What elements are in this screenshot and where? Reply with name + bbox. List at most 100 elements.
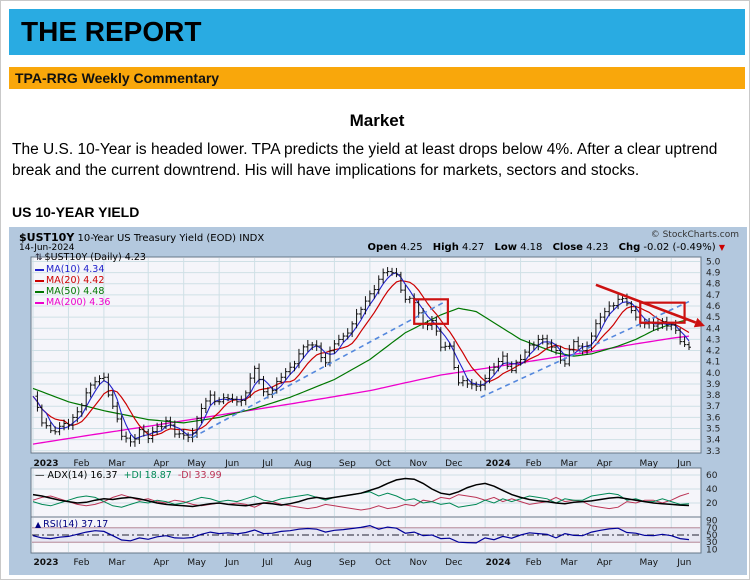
adx-legend-part: — ADX(14) 16.37 bbox=[35, 470, 118, 481]
commentary-banner: TPA-RRG Weekly Commentary bbox=[9, 67, 745, 89]
svg-text:30: 30 bbox=[706, 538, 718, 548]
adx-legend-part: +DI 18.87 bbox=[123, 470, 172, 481]
svg-text:4.3: 4.3 bbox=[706, 335, 720, 345]
ma10-line bbox=[32, 272, 690, 440]
svg-text:Sep: Sep bbox=[339, 459, 356, 469]
legend-item: MA(200) 4.36 bbox=[35, 297, 146, 308]
ohlc-bars bbox=[35, 267, 691, 447]
legend-swatch bbox=[35, 301, 44, 304]
svg-text:May: May bbox=[187, 558, 206, 568]
chart-section-label: US 10-YEAR YIELD bbox=[12, 204, 140, 220]
legend-label: MA(10) 4.34 bbox=[46, 264, 105, 275]
svg-text:Aug: Aug bbox=[294, 558, 312, 568]
legend-item: ⇅ $UST10Y (Daily) 4.23 bbox=[35, 252, 146, 264]
adx-legend-part: -DI 33.99 bbox=[177, 470, 222, 481]
change-down-triangle-icon: ▼ bbox=[718, 243, 725, 252]
svg-text:Feb: Feb bbox=[526, 459, 542, 469]
svg-text:5.0: 5.0 bbox=[706, 257, 721, 267]
legend-label: $UST10Y (Daily) 4.23 bbox=[44, 252, 146, 263]
svg-text:3.3: 3.3 bbox=[706, 447, 720, 457]
svg-text:Sep: Sep bbox=[339, 558, 356, 568]
rsi-legend: ▲ RSI(14) 37.17 bbox=[35, 519, 108, 530]
price-chart-svg: 3.33.43.53.63.73.83.94.04.14.24.34.44.54… bbox=[30, 256, 721, 568]
svg-text:60: 60 bbox=[706, 471, 718, 481]
chart-title-rest: 10-Year US Treasury Yield (EOD) INDX bbox=[74, 233, 265, 244]
svg-text:4.0: 4.0 bbox=[706, 369, 721, 379]
price-panel bbox=[30, 256, 702, 454]
x-axis-labels: 2023 2023 Feb Feb Mar Mar Apr Apr May May Jun Jun Ju… bbox=[33, 459, 691, 568]
breakdown-box bbox=[413, 298, 449, 325]
high-value: 4.27 bbox=[462, 242, 485, 253]
svg-text:70: 70 bbox=[706, 524, 718, 534]
rsi-legend-label: RSI(14) 37.17 bbox=[43, 519, 109, 530]
chart-legend: ⇅ $UST10Y (Daily) 4.23 MA(10) 4.34 MA(20) 4… bbox=[35, 252, 146, 308]
svg-text:50: 50 bbox=[706, 531, 718, 541]
uptrend-dashed-line bbox=[192, 300, 446, 439]
svg-text:Apr: Apr bbox=[153, 459, 169, 469]
chart-date: 14-Jun-2024 bbox=[19, 243, 75, 253]
svg-text:Mar: Mar bbox=[561, 558, 578, 568]
legend-label: MA(20) 4.42 bbox=[46, 275, 105, 286]
open-label: Open bbox=[367, 242, 398, 253]
svg-text:4.1: 4.1 bbox=[706, 358, 720, 368]
low-label: Low bbox=[494, 242, 517, 253]
svg-text:3.7: 3.7 bbox=[706, 402, 720, 412]
legend-item: MA(10) 4.34 bbox=[35, 264, 146, 275]
svg-text:4.2: 4.2 bbox=[706, 347, 720, 357]
report-title-banner: THE REPORT bbox=[9, 9, 745, 55]
svg-text:Apr: Apr bbox=[153, 558, 169, 568]
svg-text:Mar: Mar bbox=[561, 459, 578, 469]
svg-text:3.8: 3.8 bbox=[706, 391, 721, 401]
svg-text:4.6: 4.6 bbox=[706, 302, 721, 312]
svg-text:Jun: Jun bbox=[224, 558, 239, 568]
svg-text:40: 40 bbox=[706, 485, 718, 495]
legend-label: MA(50) 4.48 bbox=[46, 286, 105, 297]
close-label: Close bbox=[552, 242, 583, 253]
stockcharts-credit: © StockCharts.com bbox=[650, 230, 739, 240]
legend-swatch bbox=[35, 290, 44, 293]
svg-text:Feb: Feb bbox=[73, 558, 89, 568]
svg-text:3.9: 3.9 bbox=[706, 380, 721, 390]
down-arrow-icon bbox=[693, 317, 705, 328]
svg-text:Oct: Oct bbox=[375, 558, 391, 568]
legend-label: MA(200) 4.36 bbox=[46, 297, 111, 308]
legend-swatch bbox=[35, 279, 44, 282]
svg-text:10: 10 bbox=[706, 545, 718, 555]
svg-text:2024: 2024 bbox=[486, 459, 511, 469]
svg-text:Feb: Feb bbox=[73, 459, 89, 469]
svg-text:Apr: Apr bbox=[597, 558, 613, 568]
rsi-line bbox=[32, 524, 690, 544]
commentary-banner-label: TPA-RRG Weekly Commentary bbox=[15, 70, 220, 86]
chg-label: Chg bbox=[618, 242, 641, 253]
svg-text:3.4: 3.4 bbox=[706, 436, 721, 446]
svg-text:2023: 2023 bbox=[33, 558, 58, 568]
svg-text:Aug: Aug bbox=[294, 459, 312, 469]
svg-text:Jun: Jun bbox=[224, 459, 239, 469]
svg-text:Feb: Feb bbox=[526, 558, 542, 568]
page-title: THE REPORT bbox=[21, 16, 202, 47]
chart-title: $UST10Y 10-Year US Treasury Yield (EOD) … bbox=[19, 231, 264, 244]
ma20-line bbox=[32, 279, 690, 437]
svg-text:Apr: Apr bbox=[597, 459, 613, 469]
svg-text:Jul: Jul bbox=[261, 558, 273, 568]
svg-text:May: May bbox=[640, 459, 659, 469]
svg-text:4.4: 4.4 bbox=[706, 324, 721, 334]
open-value: 4.25 bbox=[400, 242, 423, 253]
ma200-line bbox=[32, 335, 690, 445]
downtrend-red-line bbox=[595, 283, 697, 324]
breakdown-box bbox=[639, 301, 686, 324]
svg-text:2023: 2023 bbox=[33, 459, 58, 469]
svg-text:Mar: Mar bbox=[108, 558, 125, 568]
svg-text:4.9: 4.9 bbox=[706, 269, 721, 279]
market-paragraph: The U.S. 10-Year is headed lower. TPA pr… bbox=[12, 141, 718, 179]
legend-item: MA(20) 4.42 bbox=[35, 275, 146, 286]
svg-text:Mar: Mar bbox=[108, 459, 125, 469]
svg-text:4.7: 4.7 bbox=[706, 291, 720, 301]
svg-text:3.6: 3.6 bbox=[706, 413, 721, 423]
svg-text:Nov: Nov bbox=[410, 459, 428, 469]
high-label: High bbox=[432, 242, 459, 253]
svg-text:Jul: Jul bbox=[261, 459, 273, 469]
ma50-line bbox=[32, 307, 690, 424]
svg-text:Jun: Jun bbox=[676, 558, 691, 568]
